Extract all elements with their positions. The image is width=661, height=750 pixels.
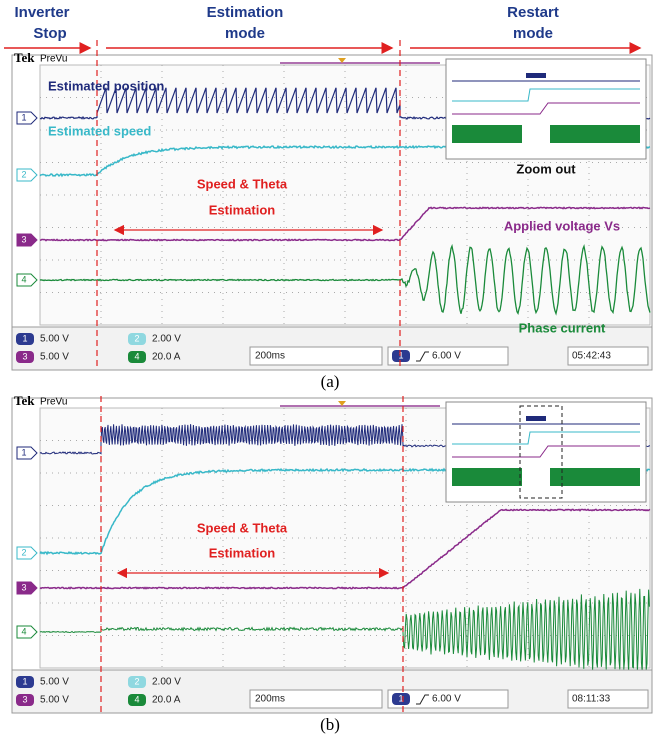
scope-panel: Tek PreVu 1 2 3 4 1 5.00 V 3 5.00 V 2 2.00 V 4 20.0 A… <box>12 393 652 734</box>
trigger-level: 6.00 V <box>432 351 461 362</box>
annotation: Phase current <box>519 320 606 335</box>
annotation: Estimated speed <box>48 123 151 138</box>
inset-trace <box>452 125 522 143</box>
inset-trace <box>452 468 522 486</box>
clock: 05:42:43 <box>572 351 611 362</box>
channel-number: 2 <box>134 676 139 686</box>
clock: 08:11:33 <box>572 694 611 705</box>
channel-number: 2 <box>21 547 26 557</box>
readout-value: 5.00 V <box>40 677 69 688</box>
figure: Inverter Stop Estimation mode Restart mo… <box>0 0 661 745</box>
channel-number: 1 <box>398 350 403 360</box>
annotation: Applied voltage Vs <box>504 218 620 233</box>
annotation: Speed & Theta <box>197 520 288 535</box>
scope-brand: Tek <box>14 393 35 408</box>
readout-value: 20.0 A <box>152 695 181 706</box>
trigger-level: 6.00 V <box>432 694 461 705</box>
channel-number: 4 <box>134 351 139 361</box>
readout-value: 5.00 V <box>40 334 69 345</box>
readout-value: 2.00 V <box>152 334 181 345</box>
channel-number: 1 <box>22 333 27 343</box>
caption: (b) <box>320 715 340 734</box>
annotation: Estimation <box>209 545 276 560</box>
annotation: Speed & Theta <box>197 176 288 191</box>
channel-number: 4 <box>21 626 26 636</box>
timebase: 200ms <box>255 351 285 362</box>
annotation: Estimation <box>209 202 276 217</box>
scope-mode: PreVu <box>40 54 67 65</box>
annotation: Zoom out <box>516 161 576 176</box>
readout-value: 20.0 A <box>152 352 181 363</box>
readout-value: 5.00 V <box>40 695 69 706</box>
annotation: Estimated position <box>48 78 164 93</box>
zoom-inset <box>446 59 646 159</box>
scope-mode: PreVu <box>40 397 67 408</box>
phase-label: Inverter <box>14 4 69 21</box>
phase-label: mode <box>513 25 553 42</box>
inset-trace <box>526 416 546 421</box>
timebase: 200ms <box>255 694 285 705</box>
phase-label: Estimation <box>207 4 284 21</box>
scope-brand: Tek <box>14 50 35 65</box>
header: Inverter Stop Estimation mode Restart mo… <box>4 4 640 48</box>
inset-trace <box>526 73 546 78</box>
channel-number: 3 <box>21 582 26 592</box>
zoom-inset <box>446 402 646 502</box>
phase-label: Restart <box>507 4 559 21</box>
channel-number: 2 <box>134 333 139 343</box>
channel-number: 1 <box>21 112 26 122</box>
channel-number: 3 <box>22 351 27 361</box>
scope-panel: Tek PreVu 1 2 3 4 1 5.00 V 3 5.00 V 2 2.00 V 4 20.0 A… <box>12 40 652 391</box>
channel-number: 3 <box>21 234 26 244</box>
inset-trace <box>550 468 640 486</box>
inset-trace <box>550 125 640 143</box>
caption: (a) <box>321 372 340 391</box>
channel-number: 1 <box>22 676 27 686</box>
phase-label: mode <box>225 25 265 42</box>
channel-number: 2 <box>21 169 26 179</box>
channel-number: 4 <box>21 274 26 284</box>
readout-value: 5.00 V <box>40 352 69 363</box>
channel-number: 1 <box>21 447 26 457</box>
phase-label: Stop <box>33 25 66 42</box>
channel-number: 4 <box>134 694 139 704</box>
channel-number: 3 <box>22 694 27 704</box>
readout-value: 2.00 V <box>152 677 181 688</box>
